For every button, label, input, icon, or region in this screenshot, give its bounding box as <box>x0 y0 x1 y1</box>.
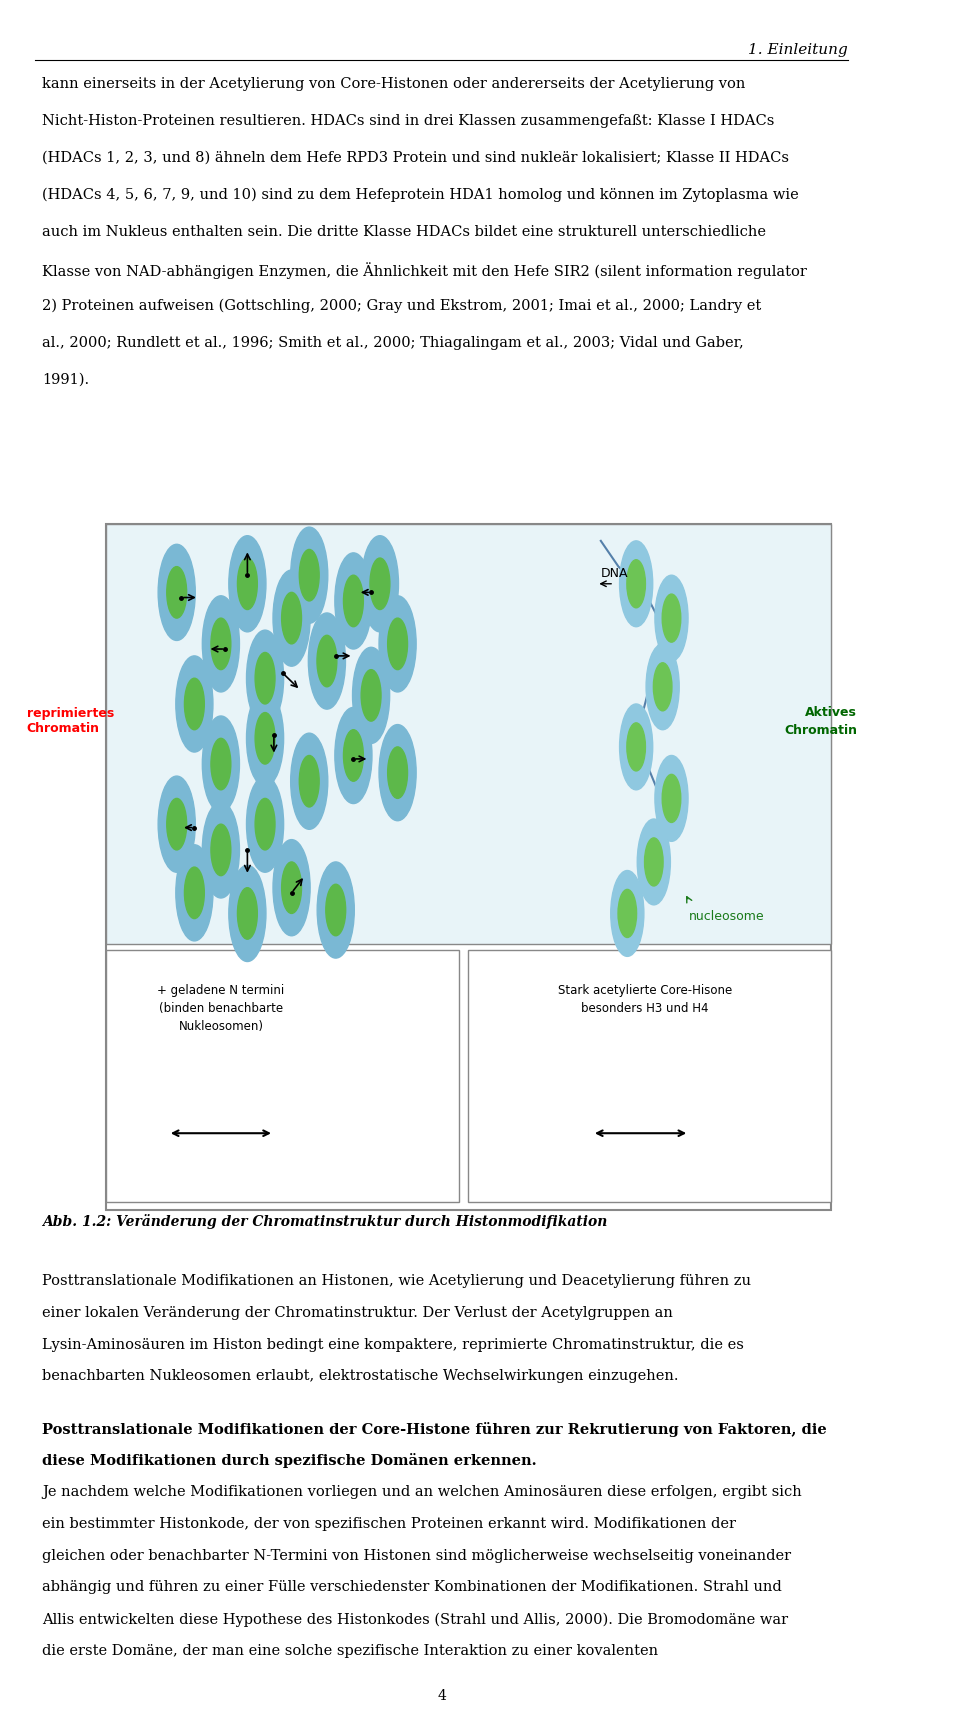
Ellipse shape <box>388 747 408 798</box>
Ellipse shape <box>247 690 283 786</box>
Text: auch im Nukleus enthalten sein. Die dritte Klasse HDACs bildet eine strukturell : auch im Nukleus enthalten sein. Die drit… <box>42 225 766 239</box>
Ellipse shape <box>619 704 653 790</box>
Ellipse shape <box>203 596 239 692</box>
Ellipse shape <box>291 527 327 623</box>
Ellipse shape <box>308 613 346 709</box>
Ellipse shape <box>335 707 372 804</box>
Ellipse shape <box>344 575 363 627</box>
Ellipse shape <box>655 575 688 661</box>
Ellipse shape <box>637 819 670 905</box>
Ellipse shape <box>361 536 398 632</box>
Text: + geladene N termini
(binden benachbarte
Nukleosomen): + geladene N termini (binden benachbarte… <box>157 984 284 1034</box>
Ellipse shape <box>255 798 275 850</box>
Ellipse shape <box>344 730 363 781</box>
Text: (HDACs 1, 2, 3, und 8) ähneln dem Hefe RPD3 Protein und sind nukleär lokalisiert: (HDACs 1, 2, 3, und 8) ähneln dem Hefe R… <box>42 151 789 165</box>
Text: al., 2000; Rundlett et al., 1996; Smith et al., 2000; Thiagalingam et al., 2003;: al., 2000; Rundlett et al., 1996; Smith … <box>42 335 744 350</box>
Ellipse shape <box>335 553 372 649</box>
Ellipse shape <box>619 541 653 627</box>
Ellipse shape <box>184 867 204 919</box>
Text: nucleosome: nucleosome <box>689 910 765 924</box>
Text: abhängig und führen zu einer Fülle verschiedenster Kombinationen der Modifikatio: abhängig und führen zu einer Fülle versc… <box>42 1580 782 1595</box>
Ellipse shape <box>662 774 681 822</box>
Ellipse shape <box>317 635 337 687</box>
Text: Klasse von NAD-abhängigen Enzymen, die Ähnlichkeit mit den Hefe SIR2 (silent inf: Klasse von NAD-abhängigen Enzymen, die Ä… <box>42 261 807 278</box>
Ellipse shape <box>325 884 346 936</box>
Ellipse shape <box>646 644 680 730</box>
Ellipse shape <box>228 536 266 632</box>
Ellipse shape <box>237 558 257 610</box>
Ellipse shape <box>184 678 204 730</box>
Text: kann einerseits in der Acetylierung von Core-Histonen oder andererseits der Acet: kann einerseits in der Acetylierung von … <box>42 77 746 91</box>
Ellipse shape <box>388 618 408 670</box>
Text: einer lokalen Veränderung der Chromatinstruktur. Der Verlust der Acetylgruppen a: einer lokalen Veränderung der Chromatins… <box>42 1305 673 1320</box>
Ellipse shape <box>644 838 663 886</box>
Ellipse shape <box>655 755 688 841</box>
Ellipse shape <box>176 845 213 941</box>
Bar <box>106 524 830 944</box>
Text: Stark acetylierte Core-Hisone
besonders H3 und H4: Stark acetylierte Core-Hisone besonders … <box>558 984 732 1015</box>
Text: Je nachdem welche Modifikationen vorliegen und an welchen Aminosäuren diese erfo: Je nachdem welche Modifikationen vorlieg… <box>42 1485 803 1499</box>
Ellipse shape <box>300 549 319 601</box>
Ellipse shape <box>281 592 301 644</box>
Ellipse shape <box>611 871 644 956</box>
Ellipse shape <box>379 725 416 821</box>
Ellipse shape <box>255 652 275 704</box>
Ellipse shape <box>627 560 645 608</box>
Ellipse shape <box>300 755 319 807</box>
Text: 2) Proteinen aufweisen (Gottschling, 2000; Gray und Ekstrom, 2001; Imai et al., : 2) Proteinen aufweisen (Gottschling, 200… <box>42 299 761 312</box>
Text: DNA: DNA <box>601 567 628 580</box>
Ellipse shape <box>273 570 310 666</box>
Ellipse shape <box>237 888 257 939</box>
Ellipse shape <box>167 798 186 850</box>
Ellipse shape <box>211 618 230 670</box>
Text: Aktives
Chromatin: Aktives Chromatin <box>784 706 857 737</box>
Text: ein bestimmter Histonkode, der von spezifischen Proteinen erkannt wird. Modifika: ein bestimmter Histonkode, der von spezi… <box>42 1518 736 1532</box>
Ellipse shape <box>317 862 354 958</box>
Ellipse shape <box>158 544 195 640</box>
Text: 1. Einleitung: 1. Einleitung <box>749 43 849 57</box>
Bar <box>106 950 460 1202</box>
Ellipse shape <box>247 630 283 726</box>
Ellipse shape <box>370 558 390 610</box>
Text: Nicht-Histon-Proteinen resultieren. HDACs sind in drei Klassen zusammengefaßt: K: Nicht-Histon-Proteinen resultieren. HDAC… <box>42 113 775 129</box>
Ellipse shape <box>211 824 230 876</box>
Text: 4: 4 <box>438 1690 446 1703</box>
Bar <box>468 950 830 1202</box>
Text: gleichen oder benachbarter N-Termini von Histonen sind möglicherweise wechselsei: gleichen oder benachbarter N-Termini von… <box>42 1549 792 1562</box>
Text: die erste Domäne, der man eine solche spezifische Interaktion zu einer kovalente: die erste Domäne, der man eine solche sp… <box>42 1645 659 1659</box>
Ellipse shape <box>281 862 301 913</box>
Text: Lysin-Aminosäuren im Histon bedingt eine kompaktere, reprimierte Chromatinstrukt: Lysin-Aminosäuren im Histon bedingt eine… <box>42 1338 744 1351</box>
Ellipse shape <box>211 738 230 790</box>
Ellipse shape <box>203 716 239 812</box>
Text: Abb. 1.2: Veränderung der Chromatinstruktur durch Histonmodifikation: Abb. 1.2: Veränderung der Chromatinstruk… <box>42 1214 608 1229</box>
Text: reprimiertes
Chromatin: reprimiertes Chromatin <box>27 707 113 735</box>
Ellipse shape <box>618 889 636 937</box>
Ellipse shape <box>176 656 213 752</box>
Ellipse shape <box>654 663 672 711</box>
Ellipse shape <box>379 596 416 692</box>
Ellipse shape <box>247 776 283 872</box>
Text: diese Modifikationen durch spezifische Domänen erkennen.: diese Modifikationen durch spezifische D… <box>42 1453 537 1468</box>
FancyBboxPatch shape <box>106 524 830 1210</box>
Ellipse shape <box>662 594 681 642</box>
Text: Posttranslationale Modifikationen der Core-Histone führen zur Rekrutierung von F: Posttranslationale Modifikationen der Co… <box>42 1422 828 1437</box>
Text: (HDACs 4, 5, 6, 7, 9, und 10) sind zu dem Hefeprotein HDA1 homolog und können im: (HDACs 4, 5, 6, 7, 9, und 10) sind zu de… <box>42 187 799 203</box>
Ellipse shape <box>203 802 239 898</box>
Ellipse shape <box>255 713 275 764</box>
Ellipse shape <box>167 567 186 618</box>
Ellipse shape <box>627 723 645 771</box>
Ellipse shape <box>228 865 266 962</box>
Text: Allis entwickelten diese Hypothese des Histonkodes (Strahl und Allis, 2000). Die: Allis entwickelten diese Hypothese des H… <box>42 1612 788 1626</box>
Ellipse shape <box>352 647 390 743</box>
Ellipse shape <box>273 840 310 936</box>
Ellipse shape <box>291 733 327 829</box>
Ellipse shape <box>158 776 195 872</box>
Text: benachbarten Nukleosomen erlaubt, elektrostatische Wechselwirkungen einzugehen.: benachbarten Nukleosomen erlaubt, elektr… <box>42 1370 679 1384</box>
Ellipse shape <box>361 670 381 721</box>
Text: 1991).: 1991). <box>42 373 89 386</box>
Text: Posttranslationale Modifikationen an Histonen, wie Acetylierung und Deacetylieru: Posttranslationale Modifikationen an His… <box>42 1274 752 1288</box>
